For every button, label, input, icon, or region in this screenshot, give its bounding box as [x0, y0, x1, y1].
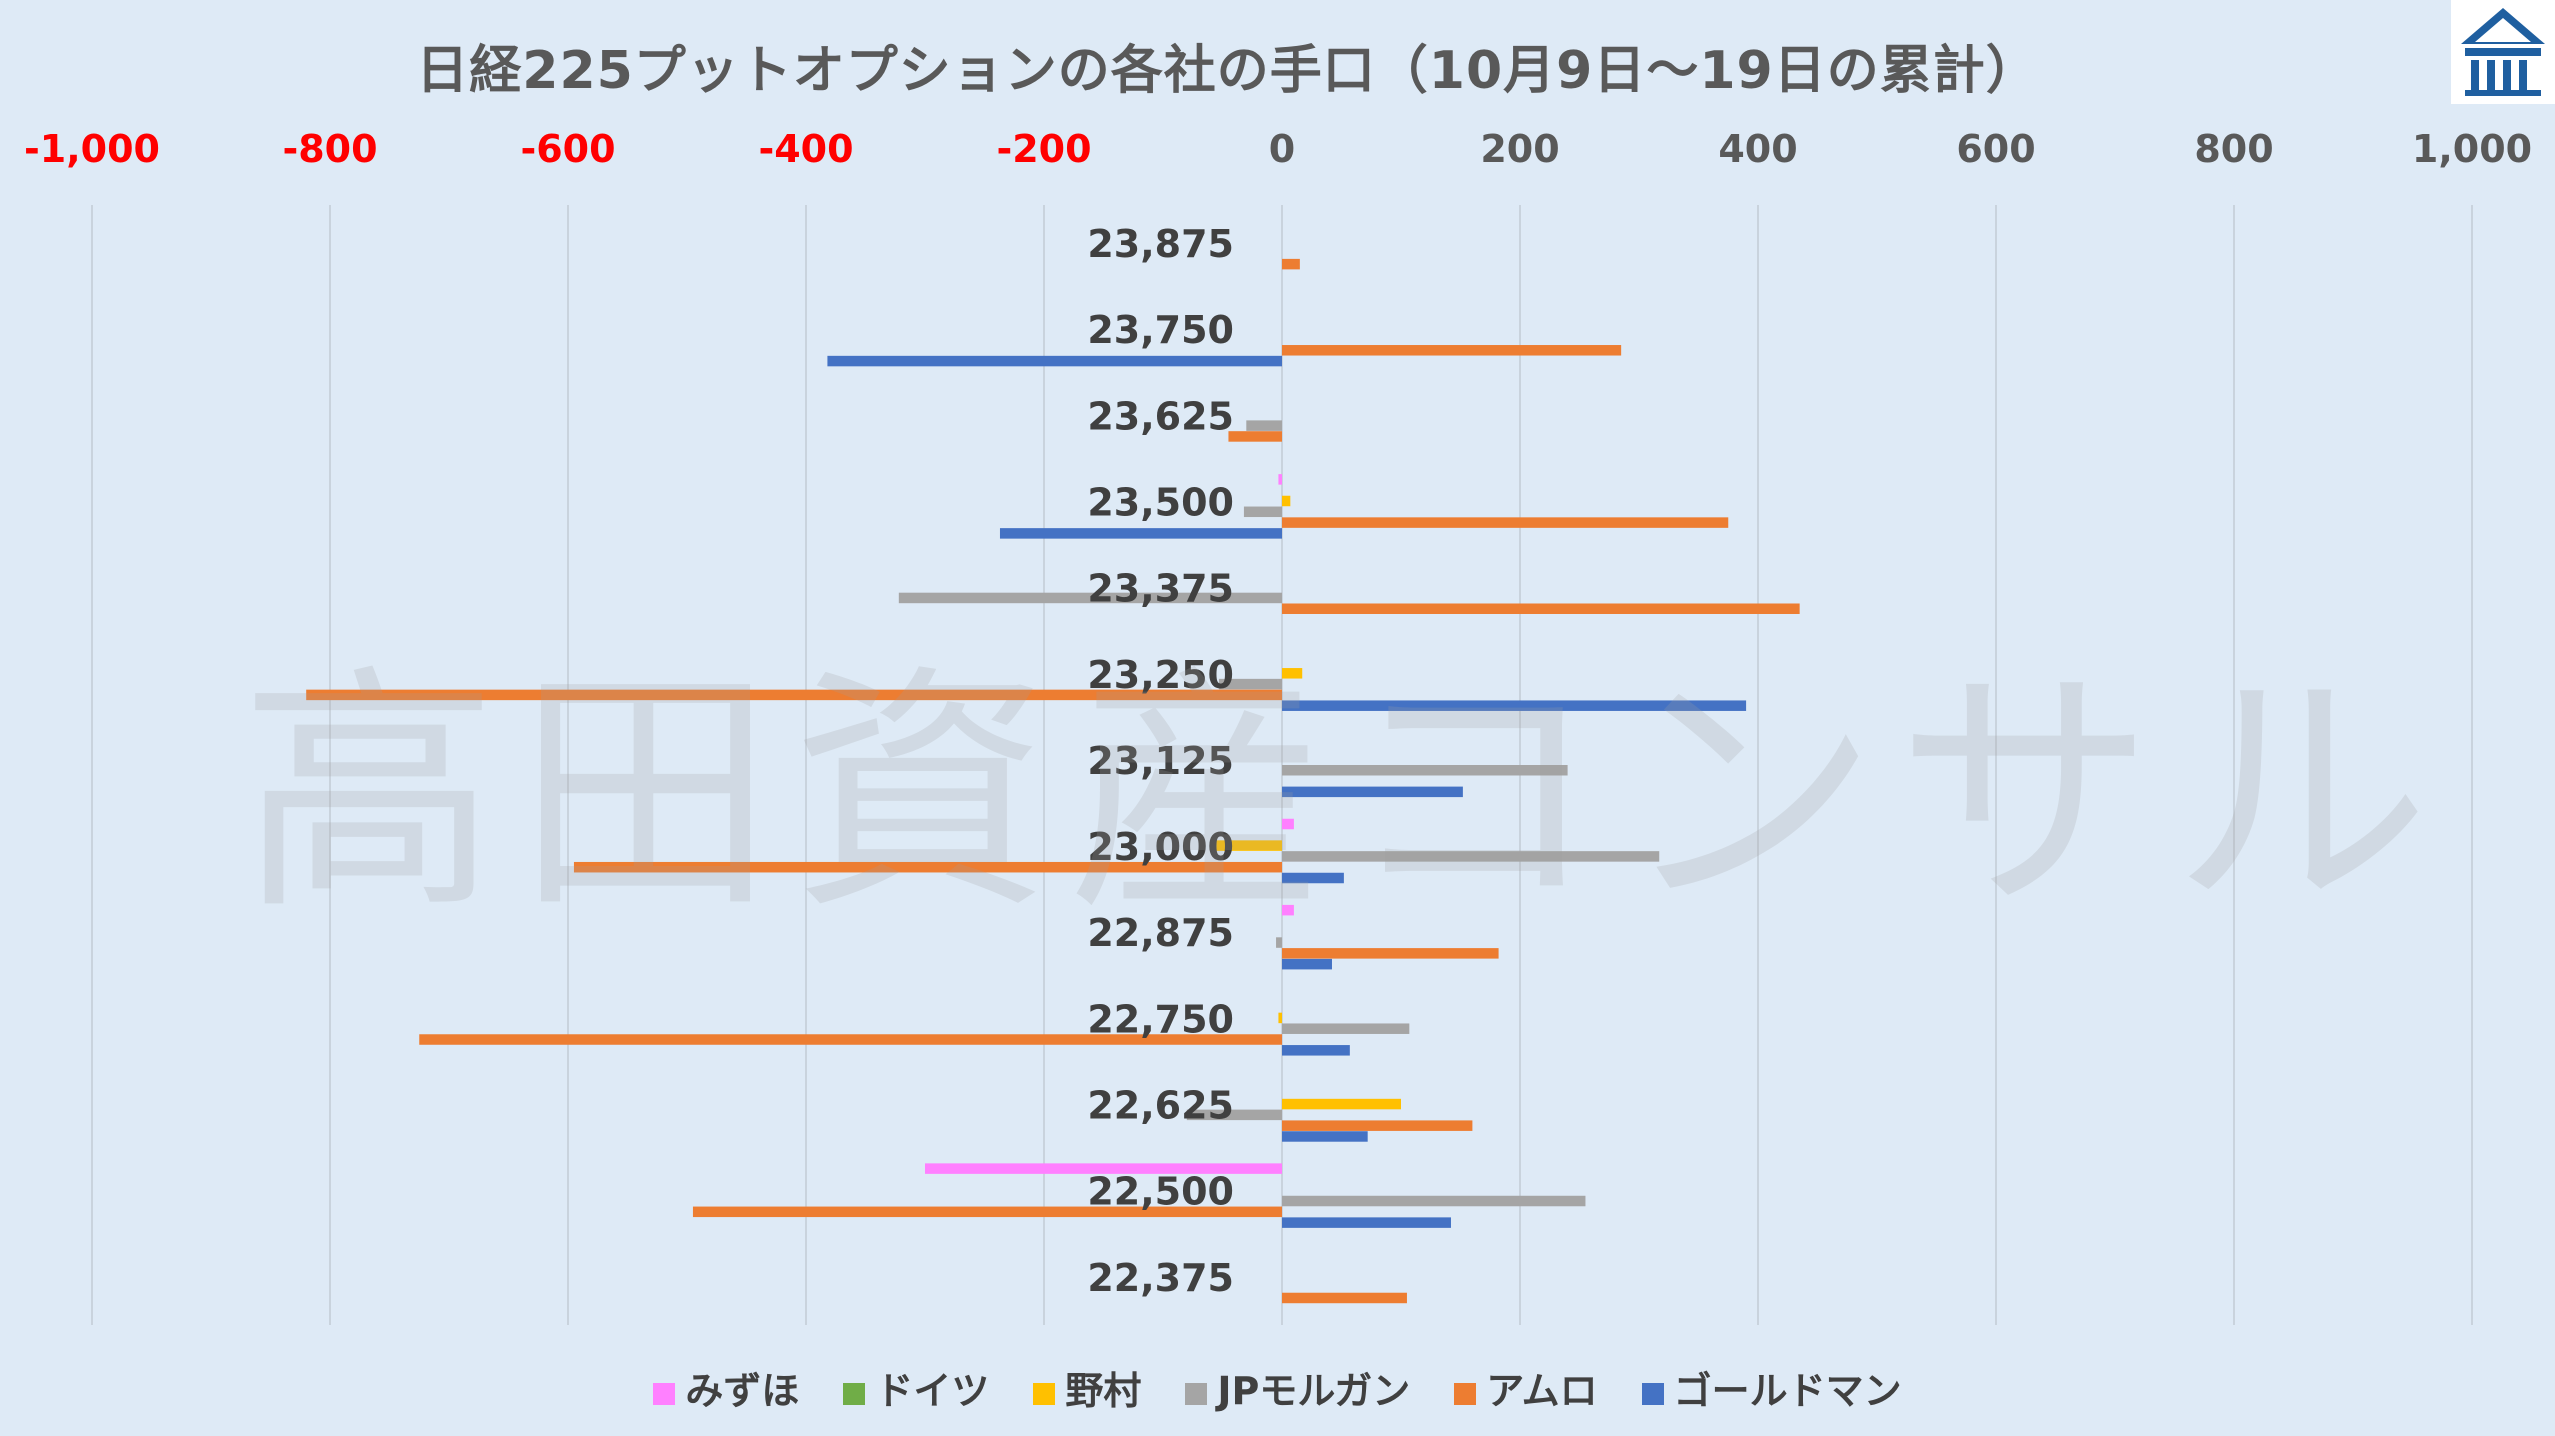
- x-tick-label: 800: [2194, 127, 2273, 171]
- bar-JPモルガン: [1218, 678, 1282, 690]
- legend-swatch: [1454, 1382, 1477, 1405]
- bar-アムロ: [306, 689, 1282, 701]
- legend-item: 野村: [1033, 1360, 1141, 1415]
- bar-JPモルガン: [1186, 1109, 1282, 1121]
- category-label: 22,625: [1087, 1084, 1234, 1128]
- legend-item: みずほ: [653, 1360, 799, 1415]
- legend-label: アムロ: [1486, 1369, 1598, 1413]
- category-label: 23,125: [1087, 739, 1234, 783]
- x-tick-label: 600: [1956, 127, 2035, 171]
- category-label: 22,875: [1087, 911, 1234, 955]
- legend-item: JPモルガン: [1185, 1360, 1410, 1415]
- bar-アムロ: [573, 861, 1282, 873]
- bar-アムロ: [1282, 603, 1800, 614]
- bar-アムロ: [692, 1206, 1282, 1218]
- bar-ゴールドマン: [1282, 786, 1463, 798]
- category-label: 23,875: [1087, 222, 1234, 266]
- legend-swatch: [1641, 1382, 1664, 1405]
- bar-野村: [1216, 840, 1282, 851]
- category-label: 23,500: [1087, 480, 1234, 524]
- bar-ゴールドマン: [1282, 872, 1344, 884]
- x-tick-label: 400: [1718, 127, 1797, 171]
- bar-JPモルガン: [1282, 1023, 1410, 1034]
- bar-ゴールドマン: [1282, 1217, 1451, 1228]
- x-tick-label: -200: [996, 127, 1091, 171]
- legend-item: ゴールドマン: [1641, 1360, 1902, 1415]
- category-labels: 23,875 23,750 23,625 23,500 23,375 23,250 23,1…: [1087, 222, 1234, 1300]
- chart-legend: みずほ ドイツ 野村 JPモルガン アムロ ゴールドマン: [0, 1360, 2555, 1415]
- bar-JPモルガン: [1282, 1195, 1586, 1207]
- x-tick-label: -400: [758, 127, 853, 171]
- legend-swatch: [843, 1382, 866, 1405]
- bar-JPモルガン: [1282, 765, 1568, 776]
- category-label: 23,000: [1087, 825, 1234, 869]
- x-tick-label: -1,000: [24, 127, 160, 171]
- legend-swatch: [653, 1382, 676, 1405]
- bar-野村: [1282, 495, 1291, 507]
- bar-marks: [306, 258, 1800, 1304]
- bar-JPモルガン: [1276, 937, 1282, 948]
- bar-みずほ: [1282, 904, 1294, 916]
- category-label: 22,375: [1087, 1256, 1234, 1300]
- bar-JPモルガン: [1246, 420, 1282, 431]
- bar-ゴールドマン: [1282, 958, 1332, 970]
- x-tick-label: 0: [1269, 127, 1295, 171]
- bar-アムロ: [1282, 1120, 1473, 1131]
- bar-アムロ: [1282, 345, 1622, 356]
- chart-title: 日経225プットオプションの各社の手口（10月9日～19日の累計）: [416, 41, 2039, 101]
- bar-JPモルガン: [1282, 851, 1660, 862]
- bar-アムロ: [1282, 258, 1300, 270]
- bar-アムロ: [1228, 431, 1282, 442]
- bar-みずほ: [1278, 474, 1282, 485]
- legend-item: ドイツ: [843, 1360, 989, 1415]
- legend-swatch: [1185, 1382, 1208, 1405]
- bar-ゴールドマン: [999, 528, 1282, 539]
- bar-ゴールドマン: [1282, 700, 1747, 711]
- bar-ゴールドマン: [827, 355, 1282, 367]
- bar-アムロ: [419, 1034, 1282, 1045]
- x-tick-label: -800: [282, 127, 377, 171]
- bar-野村: [1282, 668, 1303, 679]
- bar-みずほ: [925, 1163, 1282, 1174]
- legend-label: ドイツ: [875, 1369, 990, 1413]
- category-label: 23,625: [1087, 394, 1234, 438]
- bar-ゴールドマン: [1282, 1045, 1350, 1056]
- legend-label: JPモルガン: [1217, 1369, 1411, 1413]
- x-tick-label: 200: [1480, 127, 1559, 171]
- category-label: 22,500: [1087, 1170, 1234, 1214]
- legend-label: ゴールドマン: [1673, 1369, 1902, 1413]
- bar-アムロ: [1282, 517, 1729, 528]
- bar-ゴールドマン: [1282, 1131, 1368, 1142]
- category-label: 23,250: [1087, 653, 1234, 697]
- category-label: 22,750: [1087, 997, 1234, 1041]
- watermark-text: 高田資産コンサル: [240, 644, 2448, 944]
- legend-label: みずほ: [685, 1369, 800, 1413]
- category-label: 23,750: [1087, 308, 1234, 352]
- legend-label: 野村: [1065, 1369, 1142, 1413]
- x-tick-labels: -1,000 -800 -600 -400 -200 0 200 400 600 800 1,000: [24, 127, 2532, 171]
- bar-アムロ: [1282, 948, 1499, 959]
- x-tick-label: -600: [520, 127, 615, 171]
- category-label: 23,375: [1087, 567, 1234, 611]
- legend-item: アムロ: [1454, 1360, 1598, 1415]
- x-tick-label: 1,000: [2412, 127, 2532, 171]
- bar-野村: [1282, 1098, 1401, 1110]
- legend-swatch: [1033, 1382, 1056, 1405]
- takada-logo-icon: [2451, 0, 2555, 104]
- bar-JPモルガン: [898, 592, 1282, 604]
- bar-みずほ: [1282, 818, 1294, 830]
- bar-JPモルガン: [1243, 506, 1282, 518]
- bar-野村: [1278, 1012, 1282, 1024]
- bar-アムロ: [1282, 1292, 1407, 1304]
